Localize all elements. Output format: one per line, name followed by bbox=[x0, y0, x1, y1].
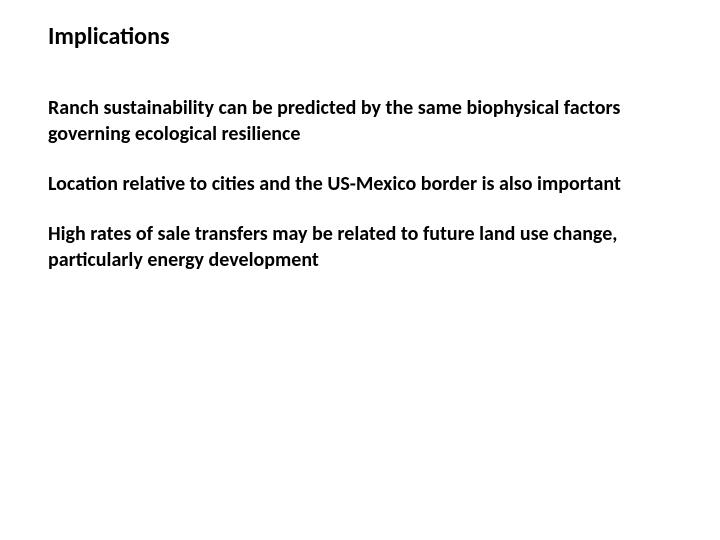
bullet-item: Ranch sustainability can be predicted by… bbox=[48, 95, 672, 147]
slide-title: Implications bbox=[48, 22, 672, 51]
bullet-item: High rates of sale transfers may be rela… bbox=[48, 221, 672, 273]
bullet-item: Location relative to cities and the US-M… bbox=[48, 171, 672, 197]
